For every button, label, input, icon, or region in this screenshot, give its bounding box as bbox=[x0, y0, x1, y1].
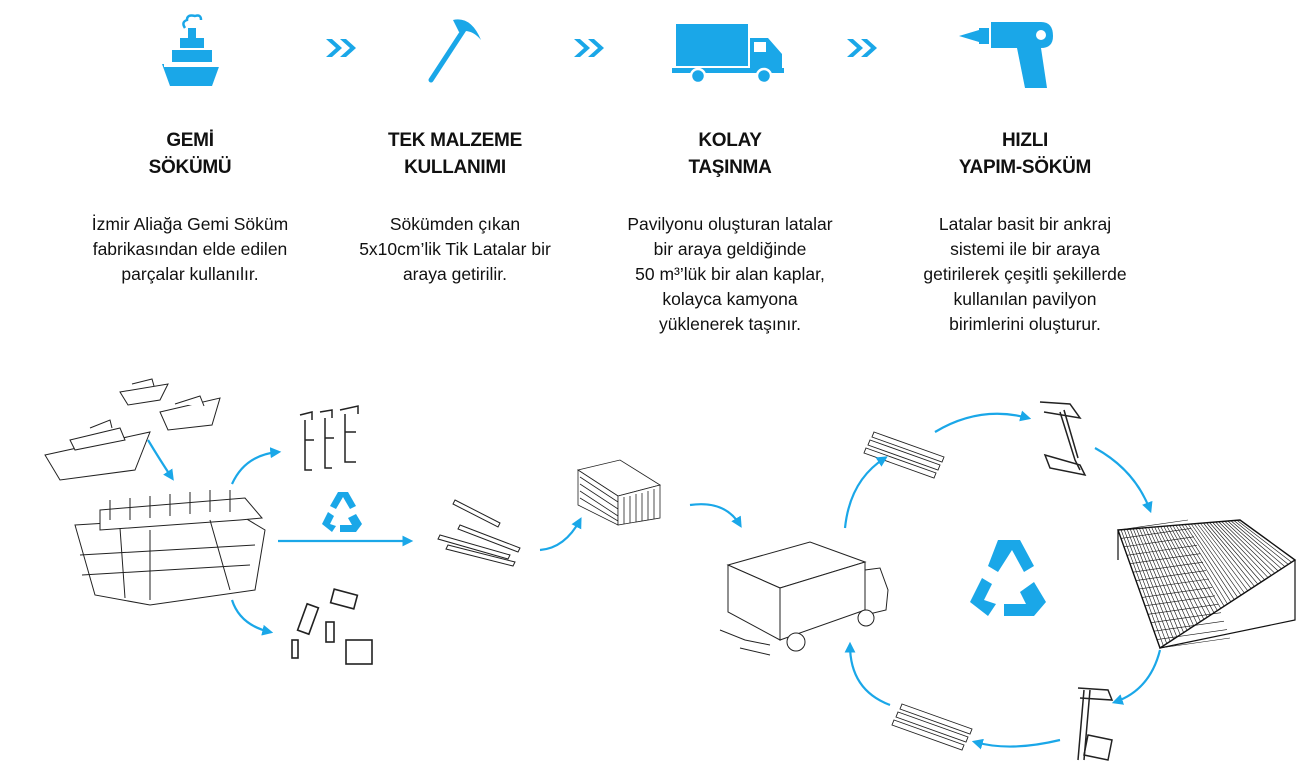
flow-arrows bbox=[147, 410, 1162, 750]
pavilion-hatch-line bbox=[1163, 526, 1211, 616]
truck-icon bbox=[672, 24, 784, 85]
pavilion-hatch-line bbox=[1212, 522, 1265, 581]
pavilion-hatch-line bbox=[1239, 519, 1296, 561]
step-title: TEK MALZEME KULLANIMI bbox=[388, 130, 522, 178]
pavilion-hatch-line bbox=[1218, 521, 1272, 576]
pavilion-hatch-line bbox=[1227, 520, 1282, 570]
pavilion-hatch-line bbox=[1123, 536, 1195, 548]
pavilion-hatch-line bbox=[1139, 528, 1184, 633]
pavilion-hatch-line bbox=[1203, 522, 1255, 587]
drill-icon bbox=[959, 22, 1053, 88]
pavilion-hatch-line bbox=[1148, 527, 1195, 627]
pavilion-hatch-line bbox=[1233, 520, 1289, 565]
process-illustration bbox=[44, 378, 1297, 761]
pavilion-hatch-line bbox=[1157, 526, 1205, 620]
pavilion-hatch-line bbox=[1153, 620, 1225, 632]
frame-parts-top bbox=[1039, 401, 1087, 477]
pavilion-hatch-line bbox=[1132, 561, 1204, 573]
pickaxe-icon bbox=[428, 19, 481, 83]
step-description: Sökümden çıkan 5x10cm’lik Tik Latalar bi… bbox=[359, 214, 551, 284]
chevron-double-right-icon bbox=[326, 39, 356, 57]
frame-parts-bottom bbox=[1077, 687, 1114, 761]
pavilion-hatch-line bbox=[1129, 553, 1201, 565]
pavilion-hatch-line bbox=[1117, 519, 1189, 531]
pavilion-hatch-line bbox=[1187, 524, 1238, 598]
pavilion-hatch-line bbox=[1166, 525, 1215, 613]
pavilion-hatch-line bbox=[1160, 526, 1208, 618]
pavilion-hatch-line bbox=[1194, 523, 1245, 594]
lath-bundle-lower bbox=[891, 703, 973, 751]
step-title: GEMİ SÖKÜMÜ bbox=[148, 130, 232, 178]
recycle-icon-large bbox=[970, 540, 1046, 616]
pavilion-hatch-line bbox=[1224, 521, 1279, 572]
pavilion-hatch-line bbox=[1123, 529, 1168, 644]
pavilion-hatch-line bbox=[1159, 637, 1231, 649]
truck-illustration bbox=[719, 541, 889, 656]
stacked-laths bbox=[576, 459, 661, 526]
pavilion-hatch-line bbox=[1206, 522, 1259, 585]
chevron-double-right-icon bbox=[847, 39, 877, 57]
pavilion-hatch-line bbox=[1175, 525, 1225, 607]
pavilion-hatch-line bbox=[1150, 612, 1222, 624]
step-description: Pavilyonu oluşturan latalar bir araya ge… bbox=[627, 214, 833, 334]
pavilion-hatch-line bbox=[1215, 521, 1269, 578]
pavilion-hatch-line bbox=[1209, 522, 1262, 583]
pavilion-hatch-line bbox=[1142, 527, 1188, 631]
step-description: İzmir Aliağa Gemi Söküm fabrikasından el… bbox=[91, 214, 289, 284]
pavilion-hatch-line bbox=[1141, 587, 1213, 598]
pavilion-hatch-line bbox=[1145, 527, 1191, 629]
pavilion-hatch-line bbox=[1154, 526, 1201, 622]
step-title: HIZLI YAPIM-SÖKÜM bbox=[958, 130, 1092, 178]
teak-laths bbox=[437, 499, 521, 567]
pavilion-hatch-line bbox=[1120, 528, 1192, 539]
ship-hull-section bbox=[74, 490, 266, 606]
pavilion-hatch-line bbox=[1190, 523, 1242, 596]
pavilion-hatch-line bbox=[1197, 523, 1248, 591]
pavilion-hatch-line bbox=[1136, 528, 1181, 635]
chevron-double-right-icon bbox=[574, 39, 604, 57]
step-title: KOLAY TAŞINMA bbox=[688, 130, 772, 178]
lath-bundle-upper bbox=[863, 431, 945, 479]
ship-icon bbox=[162, 14, 220, 86]
pavilion-hatch-line bbox=[1172, 525, 1222, 609]
pavilion-hatch-line bbox=[1135, 570, 1207, 581]
ships-illustration bbox=[44, 378, 221, 481]
scrap-plates bbox=[291, 588, 373, 665]
pavilion-hatch-line bbox=[1120, 529, 1164, 646]
pavilion-hatch-line bbox=[1126, 529, 1171, 642]
pavilion-hatch-line bbox=[1178, 524, 1228, 605]
pavilion-hatch-line bbox=[1230, 520, 1286, 567]
pavilion-hatch-line bbox=[1236, 520, 1292, 563]
pavilion-hatch-line bbox=[1138, 578, 1210, 590]
step-description: Latalar basit bir ankraj sistemi ile bir… bbox=[923, 214, 1127, 334]
pavilion-hatch bbox=[1117, 519, 1296, 649]
pavilion-hatch-line bbox=[1151, 527, 1198, 624]
pavilion-hatch-line bbox=[1144, 595, 1216, 607]
recycle-icon bbox=[322, 492, 362, 532]
pavilion-hatch-line bbox=[1156, 629, 1228, 640]
pavilion-hatch-line bbox=[1126, 544, 1198, 556]
pavilion-hatch-line bbox=[1221, 521, 1275, 574]
steel-profile-parts bbox=[299, 405, 359, 471]
pavilion-hatch-line bbox=[1147, 603, 1219, 615]
pavilion-hatch-line bbox=[1200, 523, 1252, 589]
pavilion-hatch-line bbox=[1132, 528, 1178, 638]
